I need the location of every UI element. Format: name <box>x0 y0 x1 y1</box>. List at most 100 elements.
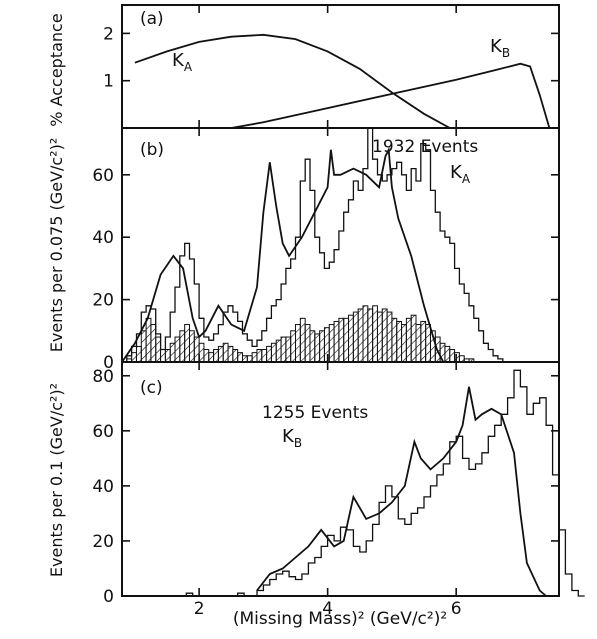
panel-b-hatched-bin <box>323 327 330 363</box>
panel-b-event-label: KA <box>450 162 471 186</box>
panel-c-event-label-sub: B <box>294 436 302 450</box>
panel-b-hatched-bin <box>179 330 186 363</box>
panel-a-label: (a) <box>140 9 164 29</box>
panel-b-hatched-bin <box>198 342 205 363</box>
panel-b-hatched-bin <box>425 324 431 363</box>
panel-c-ytick-label: 20 <box>92 532 114 552</box>
panel-c-event-label: KB <box>282 426 302 450</box>
panel-c-label: (c) <box>140 378 163 398</box>
panel-b-hatched-bin <box>304 324 311 363</box>
panel-b-hatched-bin <box>169 342 176 363</box>
series-label-kb-sub: B <box>502 46 510 60</box>
panel-b-label: (b) <box>140 140 164 160</box>
panel-b-hatched-bin <box>343 317 350 363</box>
panel-b-hatched-bin <box>468 358 475 363</box>
series-label-kb-main: K <box>490 36 503 57</box>
panel-b-hatched-bin <box>415 324 422 363</box>
panel-b-hatched-bin <box>184 324 190 363</box>
panel-b-hatched-bin <box>401 324 407 363</box>
acceptance-curve-ka <box>134 33 451 129</box>
panel-b-hatched-bin <box>237 352 243 363</box>
panel-b-hatched-bin <box>391 317 398 363</box>
series-label-kb: KB <box>490 36 510 60</box>
panel-b-hatched-bin <box>256 349 263 363</box>
panel-b-hatched-bin <box>314 333 321 363</box>
panel-b-hatched-bin <box>290 330 297 363</box>
x-tick-label: 4 <box>322 599 333 619</box>
panel-c-ytick-label: 60 <box>92 422 114 442</box>
panel-c-ytick-label: 0 <box>103 587 114 607</box>
series-label-ka: KA <box>172 50 193 74</box>
panel-b-hatched-bin <box>145 317 152 363</box>
panel-b-hatched-bin <box>193 336 200 363</box>
panel-b-hatched-bin <box>227 345 234 363</box>
panel-b-hatched-bin <box>217 345 224 363</box>
panel-b-hatched-bin <box>295 324 301 363</box>
panel-b-hatched-bin <box>213 349 219 363</box>
panel-b-hatched-bin <box>266 345 272 363</box>
panel-c-frame <box>121 361 560 597</box>
panel-b-event-label-main: K <box>450 162 463 183</box>
panel-b-hatched-bin <box>458 355 465 363</box>
panel-a-ylabel: % Acceptance <box>47 13 66 126</box>
panel-b-hatched-bin <box>309 330 316 363</box>
panel-b-hatched-bin <box>280 336 287 363</box>
panel-b-hatched-bin <box>174 336 181 363</box>
panel-b-hatched-bin <box>203 349 210 363</box>
panel-b-hatched-bin <box>241 355 248 363</box>
panel-a-ytick-label: 2 <box>103 24 114 44</box>
panel-b-hatched-bin <box>348 314 354 363</box>
panel-b-hatched-bin <box>160 349 166 363</box>
panel-b-hatched-bin <box>270 342 277 363</box>
panel-b-hatched-bin <box>319 330 325 363</box>
panel-c-ytick-label: 80 <box>92 367 114 387</box>
panel-b-hatched-bin <box>357 308 364 363</box>
panel-b-hatched-bin <box>131 352 137 363</box>
panel-b-hatched-bin <box>405 317 412 363</box>
panel-b-hatched-bin <box>410 314 417 363</box>
panel-b-hatched-bin <box>367 308 374 363</box>
x-axis-title: (Missing Mass)² (GeV/c²)² <box>233 609 447 629</box>
panel-b-ytick-label: 60 <box>92 166 114 186</box>
panel-b-hatched-bin <box>126 358 133 363</box>
panel-b-hatched-bin <box>299 317 306 363</box>
panel-b-hatched-bin <box>135 345 142 363</box>
panel-b-event-label-sub: A <box>462 172 471 186</box>
panel-b-hatched-bin <box>232 349 239 363</box>
panel-b-hatched-bin <box>376 311 383 363</box>
panel-b-hatched-bin <box>454 352 460 363</box>
panel-b-hatched-bin <box>285 336 292 363</box>
panel-b-hatched-bin <box>188 330 195 363</box>
panel-b-hatched-bin <box>164 349 171 363</box>
panel-b-hatched-bin <box>352 311 359 363</box>
panel-b-ylabel: Events per 0.075 (GeV/c²)² <box>47 138 66 353</box>
x-tick-label: 2 <box>194 599 205 619</box>
panel-b-hatched-bin <box>386 311 393 363</box>
panel-b-hatched-bin <box>261 349 268 363</box>
series-label-ka-main: K <box>172 50 185 71</box>
panel-b-hatched-bin <box>420 320 427 363</box>
panel-b-hatched-bin <box>251 352 258 363</box>
panel-c-event-count: 1255 Events <box>262 403 368 423</box>
panel-b-fit-curve <box>121 146 445 363</box>
panel-c-event-label-main: K <box>282 426 295 447</box>
panel-b-hatched-bin <box>362 305 369 363</box>
panel-b-hatched-bin <box>222 342 229 363</box>
panel-b-ytick-label: 20 <box>92 291 114 311</box>
panel-b-hatched-bin <box>333 320 340 363</box>
acceptance-curve-kb <box>231 62 551 129</box>
series-label-ka-sub: A <box>184 60 193 74</box>
panel-c-ytick-label: 40 <box>92 477 114 497</box>
panel-b-hatched-bin <box>140 330 147 363</box>
panel-c-ylabel: Events per 0.1 (GeV/c²)² <box>47 383 66 577</box>
panel-b-hatched-bin <box>463 358 470 363</box>
panel-b-hatched-bin <box>155 336 162 363</box>
panel-b-hatched-bin <box>328 324 335 363</box>
panel-b-hatched-bin <box>338 317 345 363</box>
panel-b-ytick-label: 40 <box>92 228 114 248</box>
panel-a-ytick-label: 1 <box>103 72 114 92</box>
panel-b-hatched-bin <box>208 352 215 363</box>
x-tick-label: 6 <box>451 599 462 619</box>
